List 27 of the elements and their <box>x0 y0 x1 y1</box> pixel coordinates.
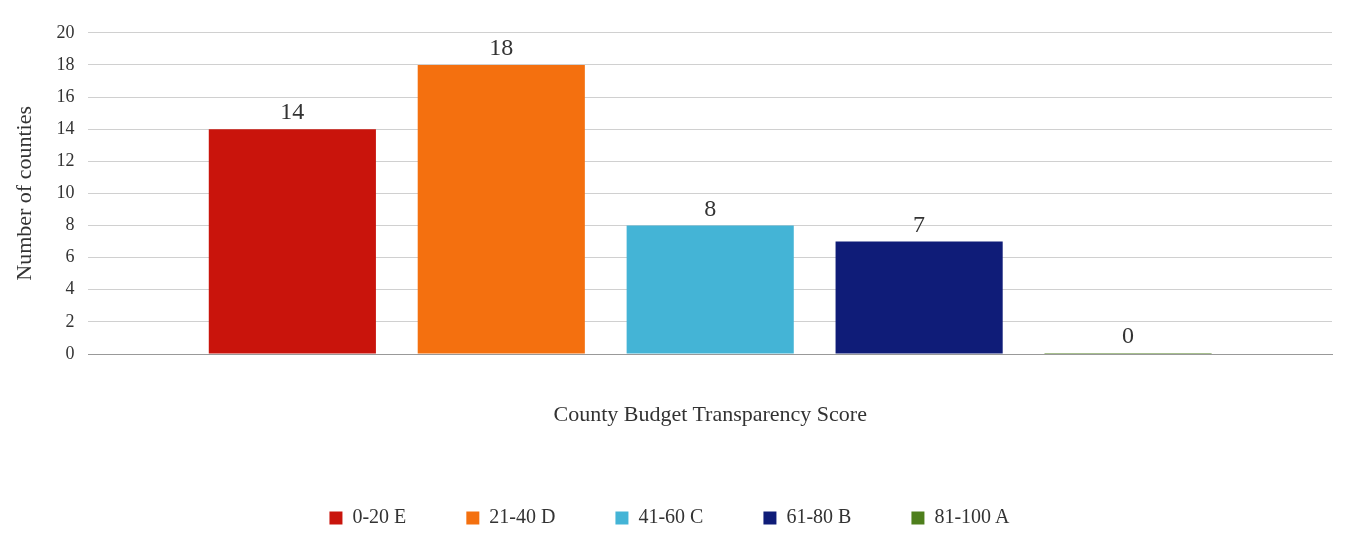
bar <box>626 225 794 354</box>
y-tick-label: 12 <box>56 150 75 171</box>
y-tick-label: 16 <box>56 85 75 106</box>
y-tick-label: 8 <box>65 214 75 235</box>
bar <box>835 241 1003 354</box>
legend-label: 61-80 B <box>786 505 852 528</box>
y-axis-title: Number of counties <box>10 106 36 281</box>
y-tick-label: 2 <box>65 310 75 331</box>
legend-label: 81-100 A <box>934 505 1010 528</box>
y-tick-label: 10 <box>56 182 75 203</box>
legend-label: 0-20 E <box>352 505 407 528</box>
bar <box>417 64 585 354</box>
data-label: 0 <box>1122 322 1135 349</box>
legend-label: 21-40 D <box>489 505 556 528</box>
y-tick-label: 6 <box>65 246 75 267</box>
data-label: 18 <box>489 34 514 61</box>
y-tick-label: 4 <box>65 278 75 299</box>
legend-label: 41-60 C <box>638 505 704 528</box>
y-tick-label: 0 <box>65 342 75 363</box>
y-tick-label: 14 <box>56 117 75 138</box>
data-label: 8 <box>704 194 717 221</box>
data-label: 7 <box>913 210 926 237</box>
x-axis-title: County Budget Transparency Score <box>553 400 867 426</box>
bar <box>208 129 376 354</box>
y-tick-label: 18 <box>56 53 75 74</box>
data-label: 14 <box>280 98 305 125</box>
y-tick-label: 20 <box>56 21 75 42</box>
